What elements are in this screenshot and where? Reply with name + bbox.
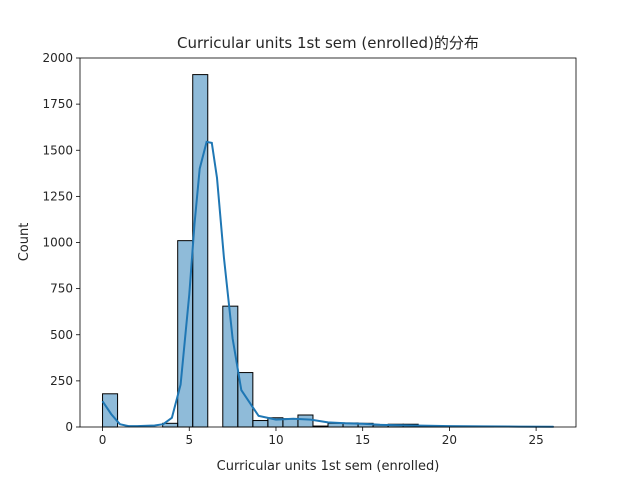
- histogram-bar: [102, 393, 119, 428]
- x-tick-label: 20: [442, 433, 457, 447]
- x-tick-label: 5: [185, 433, 193, 447]
- x-tick-label: 25: [528, 433, 543, 447]
- y-tick-label: 1000: [42, 236, 73, 250]
- y-tick-label: 500: [50, 328, 73, 342]
- x-tick-label: 15: [355, 433, 370, 447]
- histogram-bar: [192, 74, 209, 428]
- y-tick-label: 0: [65, 420, 73, 434]
- x-axis-ticks: 0 5 10 15 20 25: [99, 427, 544, 447]
- y-tick-label: 1750: [42, 97, 73, 111]
- x-tick-label: 10: [268, 433, 283, 447]
- kde-curve: [101, 140, 554, 428]
- y-tick-label: 1500: [42, 143, 73, 157]
- y-tick-label: 750: [50, 282, 73, 296]
- plot-background: [80, 58, 576, 427]
- histogram-bar: [297, 414, 314, 428]
- y-axis-label: Count: [17, 223, 32, 262]
- histogram-bar: [252, 420, 269, 428]
- x-tick-label: 0: [99, 433, 107, 447]
- y-tick-label: 250: [50, 374, 73, 388]
- x-axis-label: Curricular units 1st sem (enrolled): [217, 459, 440, 474]
- y-tick-label: 2000: [42, 51, 73, 65]
- chart-title: Curricular units 1st sem (enrolled)的分布: [177, 34, 479, 52]
- y-tick-label: 1250: [42, 189, 73, 203]
- y-axis-ticks: 0 250 500 750 1000 1250 1500 1750 2000: [42, 51, 80, 434]
